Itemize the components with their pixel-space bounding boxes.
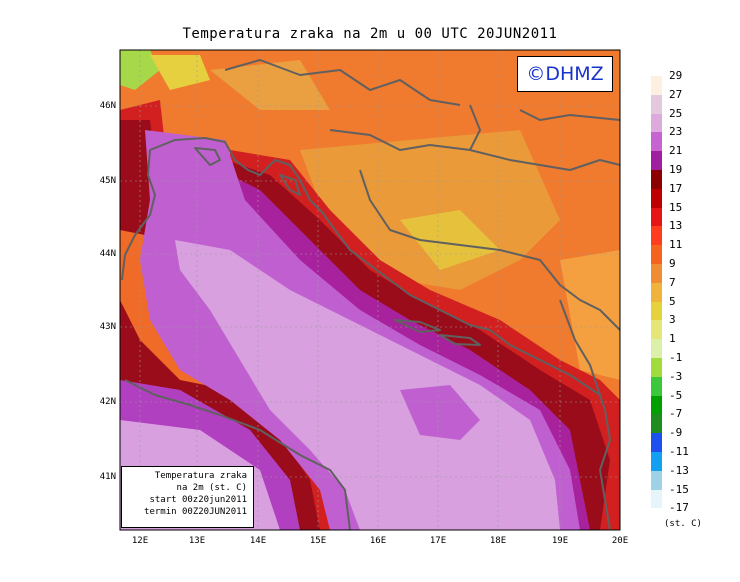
legend-swatch [651, 264, 662, 283]
legend-swatch [651, 282, 662, 302]
lon-label-14e: 14E [249, 536, 267, 546]
legend-swatch [651, 452, 662, 471]
legend-label: 13 [669, 219, 683, 233]
info-line-1: Temperatura zraka [154, 471, 247, 481]
legend-swatch [651, 226, 662, 246]
legend-label: 7 [669, 275, 676, 289]
lon-label-12e: 12E [131, 536, 149, 546]
lon-label-19e: 19E [551, 536, 569, 546]
legend-swatch [651, 433, 662, 453]
lat-label-42n: 42N [99, 397, 116, 407]
legend-label: -3 [669, 369, 683, 383]
dhmz-logo: ©DHMZ [517, 56, 613, 92]
legend-swatch [651, 320, 662, 340]
legend-label: 5 [669, 294, 676, 308]
legend-label: 29 [669, 69, 683, 82]
east-inland-zone [560, 250, 620, 380]
legend-label: 17 [669, 181, 683, 195]
legend-label: 21 [669, 144, 683, 158]
legend-label: 27 [669, 87, 683, 101]
legend-label: -9 [669, 426, 683, 440]
legend-label: 1 [669, 332, 676, 346]
legend-label: 15 [669, 200, 683, 214]
legend-swatch [651, 414, 662, 434]
lon-label-16e: 16E [369, 536, 387, 546]
legend-label: 23 [669, 125, 683, 139]
legend-label: -15 [669, 482, 689, 496]
legend-label: 3 [669, 313, 676, 327]
lat-label-43n: 43N [99, 322, 116, 332]
legend-label: -17 [669, 501, 689, 515]
legend-label: -13 [669, 463, 689, 477]
legend-swatch [651, 94, 662, 114]
legend-swatch [651, 376, 662, 396]
legend-label: -11 [669, 445, 689, 458]
legend-swatch [651, 207, 662, 227]
coastlines [121, 59, 621, 531]
legend-swatch [651, 508, 662, 528]
lon-label-17e: 17E [429, 536, 447, 546]
inland-cool-zone-3 [210, 60, 330, 110]
adriatic-sea-inner [175, 240, 560, 530]
legend-label: -7 [669, 407, 683, 421]
legend-label: 25 [669, 106, 683, 120]
info-line-3: start 00z20jun2011 [149, 495, 247, 505]
legend-label: 11 [669, 238, 683, 252]
lat-label-44n: 44N [99, 249, 116, 259]
legend-swatch [651, 151, 662, 171]
legend-swatch [651, 245, 662, 265]
grid-lines [120, 50, 620, 530]
lat-label-46n: 46N [99, 101, 116, 111]
map-title: Temperatura zraka na 2m u 00 UTC 20JUN20… [182, 26, 558, 42]
legend-swatch [651, 358, 662, 377]
legend-swatch [651, 489, 662, 509]
legend-swatch [651, 170, 662, 189]
legend-swatch [651, 301, 662, 321]
lon-label-18e: 18E [489, 536, 507, 546]
sea-warm-patch [400, 385, 480, 440]
legend-unit: (st. C) [664, 519, 702, 529]
legend-swatch [651, 470, 662, 490]
plot-frame [119, 49, 621, 531]
lon-label-20e: 20E [611, 536, 629, 546]
lat-label-45n: 45N [99, 176, 116, 186]
info-line-4: termin 00Z20JUN2011 [144, 507, 247, 517]
legend-swatch [651, 113, 662, 133]
legend-swatch [651, 188, 662, 208]
legend-swatch [651, 395, 662, 415]
lon-label-15e: 15E [309, 536, 327, 546]
legend-label: 19 [669, 163, 683, 176]
legend-swatch [651, 132, 662, 152]
lat-label-41n: 41N [99, 472, 116, 482]
legend-swatch [651, 76, 662, 95]
legend-label: -1 [669, 351, 683, 364]
legend-label: -5 [669, 388, 683, 402]
legend-swatch [651, 339, 662, 359]
legend-label: 9 [669, 257, 676, 270]
inland-cool-zone-2 [400, 210, 500, 270]
info-line-2: na 2m (st. C) [176, 483, 247, 493]
alpine-cool-zone [150, 55, 210, 90]
info-box: Temperatura zraka na 2m (st. C) start 00… [121, 466, 254, 528]
lon-label-13e: 13E [188, 536, 206, 546]
